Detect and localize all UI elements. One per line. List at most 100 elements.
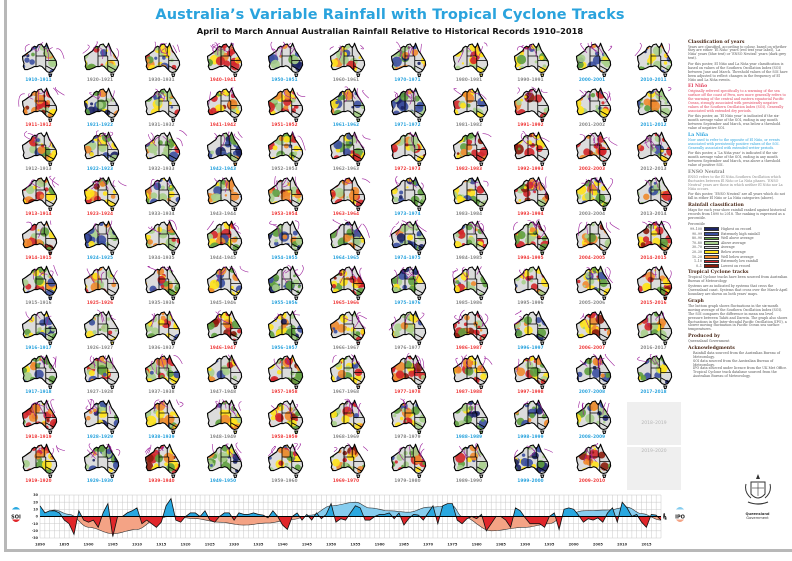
cyclone-track: [597, 135, 601, 147]
cyclone-track: [356, 360, 360, 366]
cyclone-track: [215, 269, 220, 282]
cyclone-track: [56, 48, 65, 59]
cyclone-track: [271, 446, 276, 454]
year-label: 1928–1929: [86, 433, 114, 439]
year-map-tile: 1969–1970: [316, 441, 377, 485]
cyclone-track: [517, 46, 523, 51]
x-tick-label: 1960: [375, 543, 386, 547]
cyclone-track: [55, 356, 57, 368]
year-label: 1914–1915: [25, 255, 52, 261]
legend-item: 90–99 Extremely high rainfall: [688, 232, 788, 237]
cyclone-track: [474, 225, 483, 235]
year-label: 1930–1931: [148, 77, 175, 82]
year-label: 1972–1973: [394, 166, 421, 172]
cyclone-track: [148, 227, 156, 232]
cyclone-track: [357, 402, 361, 416]
cyclone-track: [460, 355, 463, 360]
year-map-tile: 1960–1961: [316, 40, 377, 84]
x-tick-label: 1995: [544, 543, 555, 547]
cyclone-track: [161, 353, 165, 368]
australia-rainfall-map: [21, 354, 58, 390]
x-tick-label: 1980: [472, 543, 483, 547]
cyclone-track: [415, 312, 425, 322]
placeholder-label: 2018–2019: [641, 421, 667, 426]
australia-rainfall-map: [636, 131, 673, 167]
la-nina-text-2: For this poster, a ‘La Niña year’ is ind…: [688, 151, 781, 168]
year-label: 1994–1995: [517, 255, 544, 261]
cyclone-track: [451, 268, 458, 273]
cyclone-track: [459, 313, 462, 321]
cyclone-track: [214, 311, 218, 318]
cyclone-track: [361, 178, 370, 183]
cyclone-track: [93, 405, 98, 414]
year-label: 1952–1953: [271, 166, 298, 172]
cyclone-track: [109, 90, 115, 102]
year-map-tile: 1948–1949: [193, 397, 254, 441]
australia-rainfall-map: [144, 444, 181, 479]
x-tick-label: 1905: [108, 543, 119, 547]
australia-rainfall-map: [634, 42, 673, 77]
cyclone-track: [463, 449, 467, 461]
cyclone-track: [592, 138, 600, 150]
cyclone-track: [465, 359, 471, 371]
cyclone-track: [338, 270, 341, 275]
cyclone-track: [529, 449, 536, 457]
cyclone-track: [395, 179, 400, 184]
year-label: 1979–1980: [394, 478, 421, 484]
cyclone-track: [50, 448, 54, 459]
australia-rainfall-map: [144, 310, 181, 345]
year-label: 1921–1922: [86, 121, 114, 127]
cyclone-track: [150, 360, 154, 371]
year-label: 1954–1955: [271, 255, 298, 261]
legend-label: Below average: [721, 249, 746, 254]
cyclone-track: [286, 358, 291, 365]
cyclone-track: [529, 44, 538, 58]
cyclone-track: [406, 89, 411, 99]
year-map-tile: 1940–1941: [193, 40, 254, 84]
year-map-tile: 1931–1932: [131, 85, 192, 129]
cyclone-track: [49, 270, 54, 277]
cyclone-track: [333, 447, 337, 453]
cyclone-track: [106, 220, 112, 236]
cyclone-track: [651, 270, 657, 276]
year-label: 1923–1924: [86, 210, 114, 216]
cyclone-track: [230, 91, 234, 98]
cyclone-track: [227, 42, 234, 52]
cyclone-track: [294, 220, 300, 230]
year-label: 1960–1961: [332, 77, 360, 82]
cyclone-track: [33, 268, 37, 280]
cyclone-track: [458, 446, 468, 459]
cyclone-track: [527, 220, 536, 230]
year-label: 1934–1935: [148, 255, 175, 261]
year-label: 1942–1943: [209, 166, 237, 172]
australia-rainfall-map: [390, 41, 427, 77]
ipo-tick-label: -2: [663, 516, 667, 520]
cyclone-track: [455, 358, 460, 368]
year-label: 1990–1991: [517, 77, 544, 82]
cyclone-text-2: Systems are as indicated by systems that…: [688, 284, 788, 297]
cyclone-track: [353, 133, 365, 149]
cyclone-track: [97, 47, 103, 60]
year-label: 2004–2005: [578, 255, 606, 261]
australia-rainfall-map: [267, 264, 304, 300]
year-label: 1973–1974: [394, 210, 421, 216]
year-map-tile: 1928–1929: [70, 397, 131, 441]
cyclone-track: [117, 180, 127, 187]
australia-rainfall-map: [83, 220, 119, 256]
la-nina-text: Now used to refer to the opposite of El …: [688, 137, 780, 150]
year-map-tile: 2013–2014: [623, 174, 684, 218]
australia-rainfall-map: [144, 87, 181, 122]
cyclone-track: [26, 180, 32, 188]
el-nino-text-2: For this poster, an ‘El Niño year’ is in…: [688, 114, 781, 131]
cyclone-track: [233, 359, 240, 372]
year-map-tile: 1982–1983: [439, 129, 500, 173]
cyclone-track: [609, 222, 620, 231]
cyclone-track: [220, 91, 226, 97]
cyclone-track: [161, 48, 168, 54]
year-map-tile: 1998–1999: [500, 397, 561, 441]
legend-label: Average: [721, 245, 735, 250]
australia-rainfall-map: [575, 221, 620, 256]
year-label: 1922–1923: [86, 166, 114, 172]
australia-rainfall-map: [575, 41, 612, 77]
legend-range: 20–30: [691, 249, 702, 254]
